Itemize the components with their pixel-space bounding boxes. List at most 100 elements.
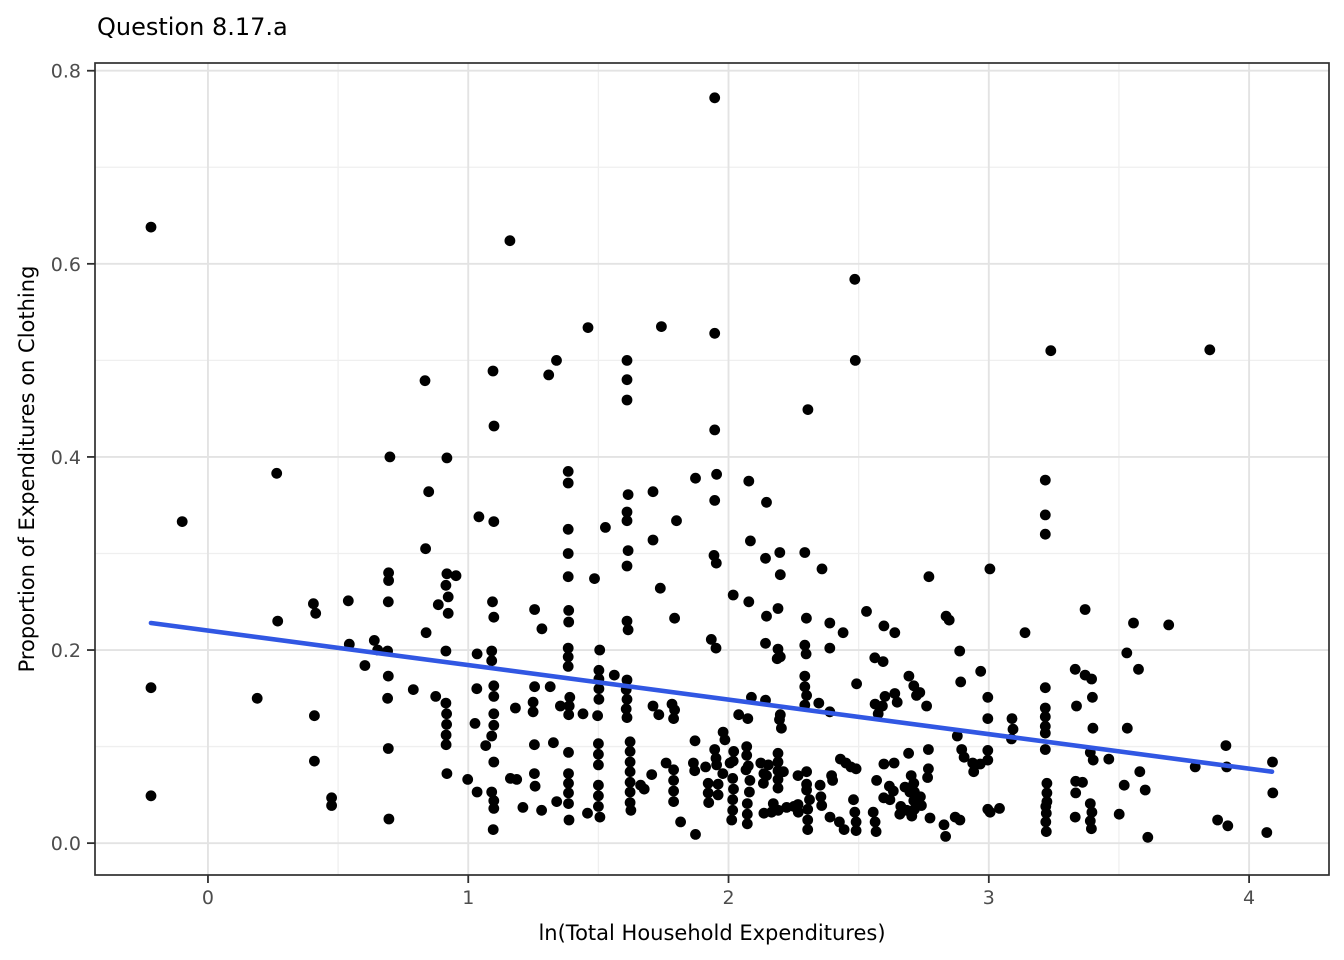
data-point (562, 466, 574, 477)
data-point (1040, 826, 1052, 837)
data-point (761, 610, 772, 622)
data-point (593, 759, 604, 771)
data-point (689, 765, 701, 777)
data-point (671, 515, 682, 527)
data-point (778, 766, 789, 778)
data-point (849, 355, 861, 366)
data-point (938, 819, 950, 831)
data-point (1086, 673, 1097, 685)
data-point (884, 794, 896, 806)
data-point (527, 706, 539, 718)
data-point (563, 768, 574, 779)
data-point (1079, 604, 1091, 615)
data-point (621, 712, 633, 723)
data-point (982, 745, 994, 756)
data-point (486, 655, 498, 667)
data-point (799, 639, 811, 651)
data-point (1103, 753, 1115, 765)
data-point (145, 221, 157, 233)
data-point (710, 557, 722, 569)
data-point (442, 591, 454, 603)
data-point (1019, 627, 1031, 639)
data-point (741, 741, 753, 752)
data-point (1040, 816, 1052, 828)
data-point (703, 797, 715, 808)
data-point (709, 744, 721, 755)
data-point (903, 747, 914, 759)
data-point (551, 355, 562, 366)
y-axis-title: Proportion of Expenditures on Clothing (15, 265, 39, 673)
data-point (742, 713, 754, 724)
data-point (727, 794, 739, 806)
data-point (668, 764, 679, 776)
data-point (594, 644, 606, 656)
data-point (761, 770, 772, 781)
data-point (669, 612, 680, 624)
data-point (772, 603, 784, 614)
data-point (792, 770, 804, 781)
data-point (923, 744, 934, 755)
data-point (488, 795, 500, 807)
data-point (709, 327, 721, 339)
data-point (800, 648, 812, 660)
data-point (442, 607, 454, 619)
data-point (382, 596, 394, 608)
data-point (517, 802, 529, 813)
data-point (621, 374, 633, 386)
data-point (1133, 663, 1144, 675)
data-point (816, 800, 828, 811)
data-point (582, 322, 594, 333)
data-point (888, 757, 900, 769)
data-point (940, 831, 951, 842)
data-point (544, 681, 556, 693)
data-point (624, 756, 636, 768)
data-point (802, 803, 814, 815)
data-point (760, 552, 771, 564)
plot-panel (95, 63, 1329, 875)
data-point (441, 708, 452, 720)
data-point (1087, 691, 1098, 703)
data-point (741, 798, 753, 809)
data-point (727, 589, 739, 601)
data-point (423, 486, 435, 498)
data-point (869, 652, 881, 664)
data-point (551, 796, 563, 807)
data-point (816, 563, 828, 575)
data-point (850, 825, 862, 836)
data-point (1220, 740, 1232, 751)
data-point (309, 755, 320, 767)
data-point (849, 273, 861, 285)
data-point (536, 804, 547, 816)
data-point (743, 475, 755, 487)
data-point (646, 769, 658, 780)
data-point (543, 369, 555, 381)
data-point (1039, 509, 1051, 521)
data-point (471, 648, 483, 660)
data-point (310, 607, 322, 619)
data-point (1113, 808, 1125, 820)
data-point (727, 773, 739, 784)
data-point (593, 779, 604, 791)
data-point (1041, 787, 1053, 799)
data-point (593, 748, 604, 760)
data-point (1142, 831, 1154, 843)
data-point (922, 772, 933, 783)
data-point (799, 670, 811, 682)
data-point (1045, 345, 1057, 357)
data-point (647, 534, 659, 546)
data-point (600, 522, 611, 533)
data-point (622, 545, 634, 556)
data-point (529, 780, 541, 792)
data-point (647, 700, 659, 712)
data-point (309, 710, 320, 722)
data-point (1086, 823, 1097, 835)
data-point (529, 739, 540, 751)
data-point (668, 796, 679, 807)
data-point (668, 713, 679, 724)
data-point (974, 758, 986, 770)
data-point (382, 692, 393, 704)
data-point (878, 758, 890, 770)
data-point (982, 691, 994, 703)
data-point (308, 598, 319, 610)
panel-border (94, 62, 1330, 876)
